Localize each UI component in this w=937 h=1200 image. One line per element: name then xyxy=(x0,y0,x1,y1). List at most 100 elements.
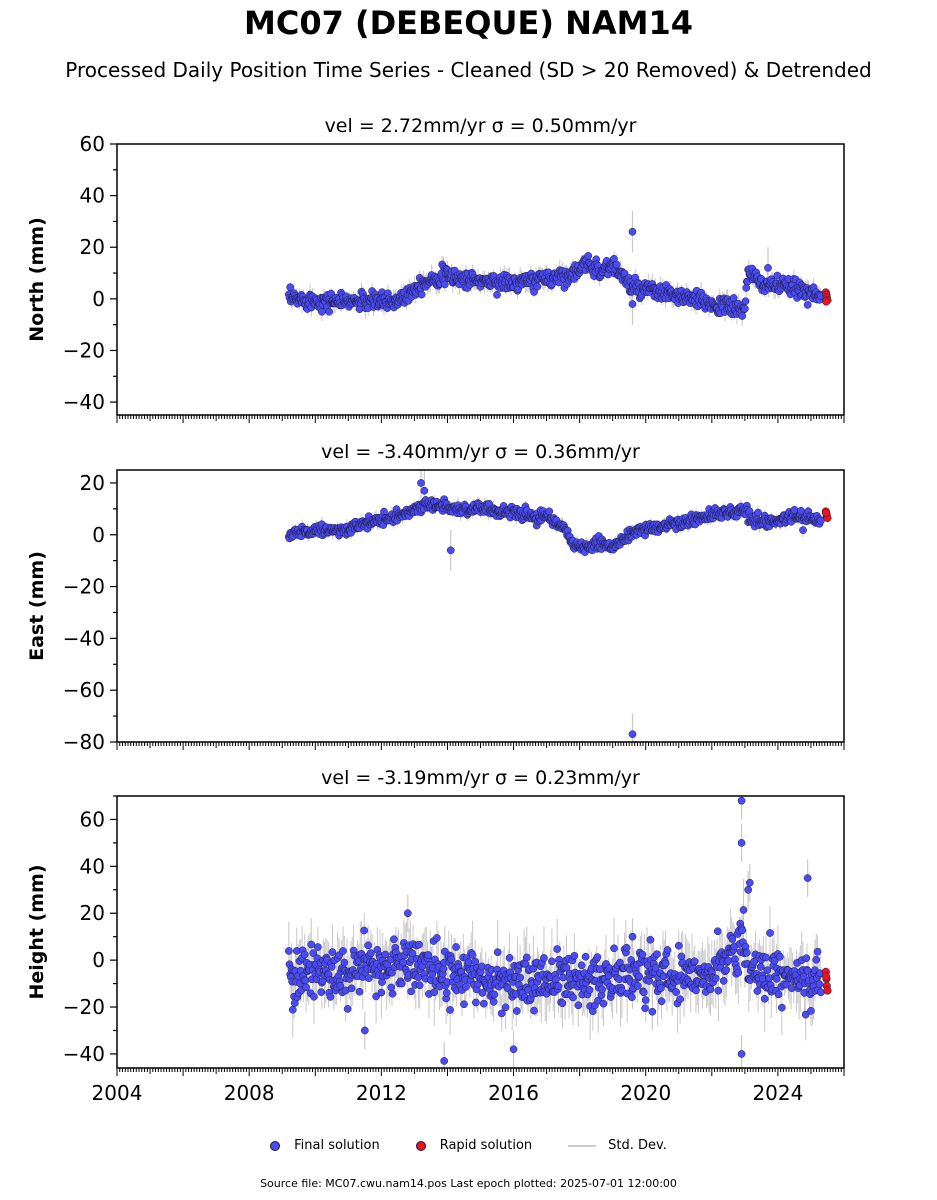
final-point xyxy=(284,947,293,955)
rapid-point xyxy=(822,508,831,517)
final-point xyxy=(472,998,480,1007)
final-point xyxy=(802,954,811,963)
final-point xyxy=(724,956,733,965)
final-point-outlier xyxy=(403,909,412,918)
final-point-outlier xyxy=(440,1057,448,1065)
final-point xyxy=(377,988,386,997)
final-point xyxy=(692,986,700,995)
final-point xyxy=(633,982,642,990)
final-point xyxy=(430,988,439,997)
final-point xyxy=(641,996,650,1004)
final-point xyxy=(741,304,749,313)
final-point xyxy=(493,291,501,299)
final-point xyxy=(646,935,655,944)
final-point xyxy=(559,973,567,982)
final-point xyxy=(690,957,699,966)
final-point xyxy=(343,1005,352,1013)
y-tick-label: 0 xyxy=(92,948,105,972)
final-point xyxy=(490,990,499,999)
final-point xyxy=(581,952,590,961)
final-point xyxy=(318,307,326,316)
final-point xyxy=(776,952,784,961)
final-point xyxy=(610,944,618,953)
final-point xyxy=(807,1006,815,1015)
final-point xyxy=(553,945,562,953)
final-point-outlier xyxy=(737,796,746,805)
final-point xyxy=(424,951,433,959)
final-point xyxy=(415,940,423,949)
final-point xyxy=(464,958,473,967)
final-point xyxy=(711,974,720,983)
final-point xyxy=(817,516,825,525)
final-point xyxy=(750,957,758,966)
final-point xyxy=(599,999,608,1008)
final-point xyxy=(738,312,747,320)
final-point-outlier xyxy=(417,479,425,487)
final-point-outlier xyxy=(737,1050,746,1058)
y-tick-label: 20 xyxy=(80,471,105,495)
final-point xyxy=(530,1006,538,1015)
final-point xyxy=(551,975,560,984)
final-point xyxy=(522,953,531,962)
final-point xyxy=(754,508,762,517)
final-point-outlier xyxy=(648,1007,657,1016)
final-point xyxy=(501,1003,510,1012)
final-point xyxy=(639,988,648,997)
final-point xyxy=(812,955,821,964)
final-point xyxy=(729,294,738,302)
legend-rapid: Rapid solution xyxy=(415,1138,533,1153)
final-point xyxy=(799,526,807,534)
legend-rapid-label: Rapid solution xyxy=(439,1138,533,1153)
source-footer: Source file: MC07.cwu.nam14.pos Last epo… xyxy=(260,1177,677,1190)
final-point xyxy=(719,977,728,985)
y-tick-label: −20 xyxy=(63,338,105,362)
chart-title: MC07 (DEBEQUE) NAM14 xyxy=(243,4,694,42)
final-point xyxy=(417,290,426,299)
panel-title-east: vel = -3.40mm/yr σ = 0.36mm/yr xyxy=(321,441,640,463)
panel-title-height: vel = -3.19mm/yr σ = 0.23mm/yr xyxy=(321,767,640,789)
final-point-outlier xyxy=(745,878,754,887)
x-tick-label: 2008 xyxy=(224,1081,275,1105)
final-point xyxy=(493,948,502,957)
chart-subtitle: Processed Daily Position Time Series - C… xyxy=(65,58,872,82)
final-point xyxy=(570,951,579,960)
y-tick-label: 20 xyxy=(80,901,105,925)
rapid-point xyxy=(822,297,831,306)
legend-final-label: Final solution xyxy=(294,1138,380,1153)
y-tick-label: 40 xyxy=(80,184,105,208)
final-point xyxy=(398,979,406,988)
final-point-outlier xyxy=(360,1026,369,1035)
final-point xyxy=(734,968,743,977)
x-tick-label: 2024 xyxy=(752,1081,803,1105)
final-point xyxy=(653,950,661,959)
final-point xyxy=(489,997,498,1006)
y-tick-label: −20 xyxy=(63,995,105,1019)
data-north xyxy=(284,211,832,326)
final-point-outlier xyxy=(628,300,637,308)
y-tick-label: 0 xyxy=(92,523,105,547)
final-point xyxy=(803,301,812,309)
final-point xyxy=(309,949,318,957)
final-point xyxy=(635,972,643,981)
final-point xyxy=(778,1003,786,1012)
final-point xyxy=(513,1007,521,1015)
final-point xyxy=(627,993,636,1002)
final-point xyxy=(302,983,310,992)
final-point xyxy=(815,980,824,989)
final-point xyxy=(505,954,514,962)
final-point xyxy=(399,958,408,967)
final-point xyxy=(598,985,606,994)
x-tick-label: 2012 xyxy=(356,1081,407,1105)
y-tick-label: −40 xyxy=(63,390,105,414)
final-point xyxy=(713,927,722,936)
ylabel-north: North (mm) xyxy=(26,217,48,342)
final-point xyxy=(497,1009,506,1018)
final-point xyxy=(772,975,781,983)
final-point xyxy=(770,956,779,965)
rapid-point xyxy=(822,972,831,981)
y-tick-label: 20 xyxy=(80,235,105,259)
final-point xyxy=(766,929,774,937)
x-tick-label: 2016 xyxy=(488,1081,539,1105)
final-point xyxy=(300,950,309,959)
final-point-outlier xyxy=(744,885,753,894)
